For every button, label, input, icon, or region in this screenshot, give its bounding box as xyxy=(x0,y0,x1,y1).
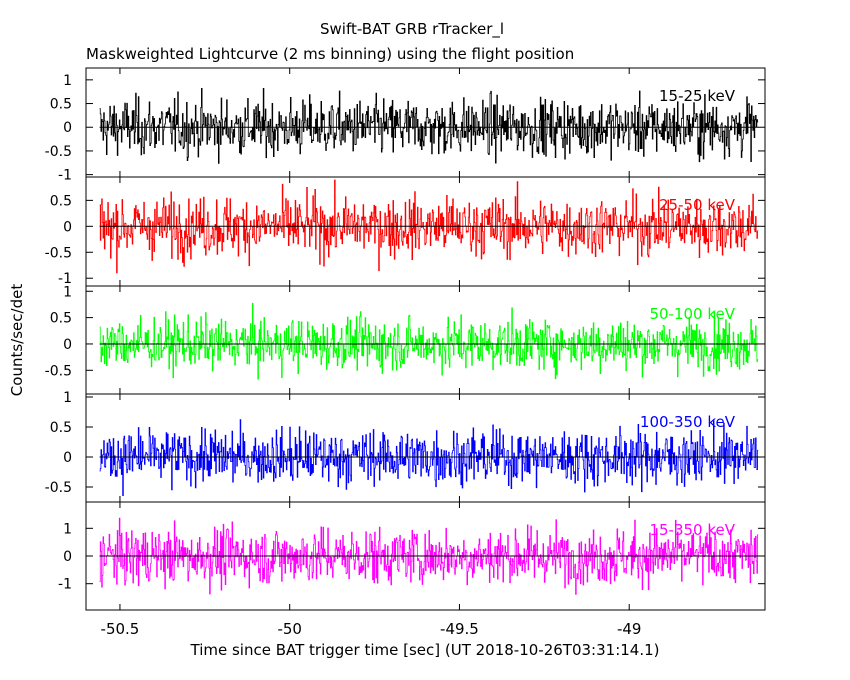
y-tick-label-2-1: -1 xyxy=(58,271,72,287)
chart-subtitle: Maskweighted Lightcurve (2 ms binning) u… xyxy=(86,45,575,63)
x-tick-label-1: -50.5 xyxy=(101,620,140,638)
x-axis-label: Time since BAT trigger time [sec] (UT 20… xyxy=(190,641,660,659)
y-tick-label-5-2: 0 xyxy=(63,549,72,565)
y-tick-label-2-2: -0.5 xyxy=(45,245,72,261)
band-label-1: 15-25 keV xyxy=(659,87,736,105)
y-axis-label: Counts/sec/det xyxy=(8,284,26,397)
band-label-4: 100-350 keV xyxy=(640,413,736,431)
series-line-2 xyxy=(99,179,759,274)
y-tick-label-3-4: 1 xyxy=(63,284,72,300)
y-tick-label-1-5: 1 xyxy=(63,73,72,89)
y-tick-label-4-1: -0.5 xyxy=(45,480,72,496)
y-tick-label-1-1: -1 xyxy=(58,168,72,184)
y-tick-label-4-3: 0.5 xyxy=(50,420,72,436)
y-tick-label-3-3: 0.5 xyxy=(50,311,72,327)
series-line-5 xyxy=(99,517,759,595)
y-tick-label-4-2: 0 xyxy=(63,450,72,466)
x-tick-label-2: -50 xyxy=(277,620,302,638)
y-tick-label-2-4: 0.5 xyxy=(50,193,72,209)
y-tick-label-1-4: 0.5 xyxy=(50,97,72,113)
y-tick-label-1-2: -0.5 xyxy=(45,144,72,160)
series-line-4 xyxy=(99,419,759,496)
band-label-5: 15-350 keV xyxy=(649,521,735,539)
band-label-3: 50-100 keV xyxy=(649,305,735,323)
band-label-2: 25-50 keV xyxy=(659,196,736,214)
y-tick-label-3-2: 0 xyxy=(63,337,72,353)
y-tick-label-1-3: 0 xyxy=(63,120,72,136)
y-tick-label-3-1: -0.5 xyxy=(45,363,72,379)
y-tick-label-4-4: 1 xyxy=(63,390,72,406)
y-tick-label-5-1: -1 xyxy=(58,577,72,593)
y-tick-label-5-3: 1 xyxy=(63,521,72,537)
series-line-1 xyxy=(99,87,759,164)
x-tick-label-4: -49 xyxy=(617,620,642,638)
panel-frame-2 xyxy=(85,176,766,287)
chart-title: Swift-BAT GRB rTracker_l xyxy=(320,20,505,38)
y-tick-label-2-3: 0 xyxy=(63,219,72,235)
x-tick-label-3: -49.5 xyxy=(440,620,479,638)
